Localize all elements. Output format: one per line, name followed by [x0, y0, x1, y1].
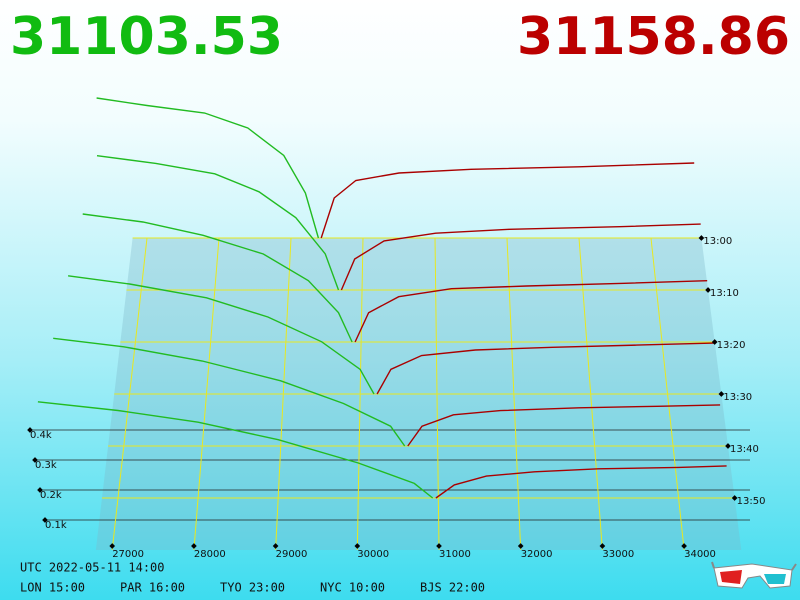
city-time: LON 15:00: [20, 581, 85, 595]
price-tick-marker: [681, 543, 687, 549]
depth-tick-label: 0.1k: [45, 520, 67, 531]
price-tick-marker: [517, 543, 524, 549]
bid-depth-line: [96, 97, 320, 239]
time-tick-label: 13:50: [737, 496, 766, 507]
time-tick-label: 13:10: [710, 288, 739, 299]
city-time: PAR 16:00: [120, 581, 185, 595]
ask-depth-line: [435, 465, 727, 499]
price-tick-marker: [191, 543, 197, 549]
3d-glasses-icon: [711, 561, 797, 589]
depth-tick-label: 0.4k: [30, 430, 52, 441]
city-time: BJS 22:00: [420, 581, 485, 595]
price-tick-marker: [354, 543, 361, 549]
price-tick-label: 27000: [112, 549, 144, 560]
time-tick-marker: [731, 495, 738, 501]
depth-curves: [37, 97, 727, 499]
ask-price: 31158.86: [517, 7, 790, 67]
time-tick-label: 13:40: [730, 444, 759, 455]
time-tick-marker: [698, 235, 705, 241]
bid-depth-line: [82, 213, 353, 343]
depth-tick-marker: [42, 517, 48, 523]
axis-labels: 0.1k 0.2k 0.3k 0.4k 27000 28000 29000 30000 3100…: [27, 235, 765, 560]
city-time: NYC 10:00: [320, 581, 385, 595]
bid-depth-line: [68, 275, 375, 395]
price-tick-marker: [272, 543, 279, 549]
time-tick-marker: [705, 287, 711, 293]
depth-tick-label: 0.2k: [40, 490, 62, 501]
price-tick-label: 33000: [602, 549, 634, 560]
ask-depth-line: [376, 342, 714, 395]
time-tick-marker: [718, 391, 725, 397]
city-times: LON 15:00 PAR 16:00 TYO 23:00 NYC 10:00 BJS …: [20, 581, 485, 595]
ask-depth-line: [354, 280, 708, 343]
bid-depth-line: [96, 155, 340, 291]
price-tick-label: 30000: [357, 549, 389, 560]
price-tick-label: 31000: [439, 549, 471, 560]
price-tick-marker: [436, 543, 442, 549]
price-tick-label: 29000: [276, 549, 308, 560]
bid-price: 31103.53: [10, 7, 283, 67]
depth-tick-marker: [27, 427, 33, 433]
time-tick-label: 13:20: [717, 340, 746, 351]
time-tick-label: 13:00: [703, 236, 732, 247]
city-time: TYO 23:00: [220, 581, 285, 595]
ask-depth-line: [320, 162, 695, 239]
bid-depth-line: [53, 337, 406, 447]
floor: [30, 237, 750, 551]
time-tick-marker: [711, 339, 718, 345]
bid-depth-line: [37, 401, 434, 499]
ask-depth-line: [340, 223, 701, 291]
price-tick-label: 32000: [521, 549, 553, 560]
price-tick-label: 28000: [194, 549, 226, 560]
time-tick-marker: [725, 443, 731, 449]
price-tick-marker: [599, 543, 606, 549]
ask-depth-line: [407, 404, 721, 447]
time-tick-label: 13:30: [723, 392, 752, 403]
price-tick-marker: [109, 543, 116, 549]
price-tick-label: 34000: [684, 549, 716, 560]
depth-tick-label: 0.3k: [35, 460, 57, 471]
utc-time: UTC 2022-05-11 14:00: [20, 561, 165, 575]
